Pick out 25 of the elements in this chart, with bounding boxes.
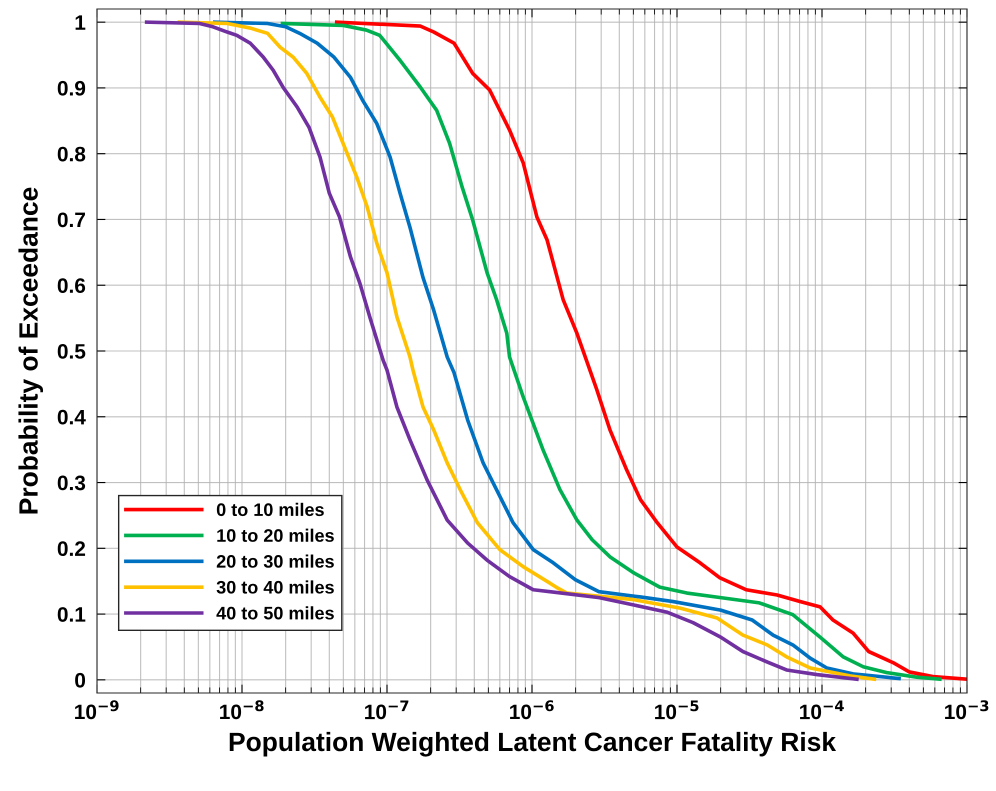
legend-label: 10 to 20 miles bbox=[217, 528, 334, 542]
y-tick-label: 0.6 bbox=[58, 278, 86, 293]
y-tick-label: 0.5 bbox=[58, 344, 86, 359]
y-tick-label: 0.9 bbox=[58, 80, 86, 96]
y-axis-title: Probability of Exceedance bbox=[18, 188, 44, 514]
x-tick-label: 10$^{−9}$ bbox=[75, 700, 119, 720]
x-tick-label: 10$^{−5}$ bbox=[655, 700, 698, 720]
y-tick-label: 0.3 bbox=[58, 476, 86, 490]
x-tick-label: 10$^{−8}$ bbox=[220, 700, 264, 720]
x-tick-label: 10$^{−6}$ bbox=[510, 700, 554, 720]
x-tick-label: 10$^{−4}$ bbox=[800, 700, 844, 720]
legend-label: 0 to 10 miles bbox=[216, 502, 324, 516]
x-tick-label: 10$^{−3}$ bbox=[945, 700, 988, 720]
y-tick-label: 0.1 bbox=[58, 607, 86, 622]
y-tick-label: 0 bbox=[75, 672, 86, 688]
y-tick-label: 0.2 bbox=[58, 541, 86, 556]
legend-label: 20 to 30 miles bbox=[216, 554, 334, 568]
x-tick-label: 10$^{−7}$ bbox=[365, 700, 408, 720]
legend-label: 30 to 40 miles bbox=[216, 580, 334, 594]
legend-label: 40 to 50 miles bbox=[216, 606, 334, 620]
y-tick-label: 0.7 bbox=[58, 212, 85, 228]
y-tick-label: 0.4 bbox=[58, 410, 86, 425]
y-tick-label: 0.8 bbox=[58, 146, 86, 162]
y-tick-label: 1 bbox=[76, 15, 86, 30]
x-axis-title: Population Weighted Latent Cancer Fatality Risk bbox=[230, 732, 836, 757]
